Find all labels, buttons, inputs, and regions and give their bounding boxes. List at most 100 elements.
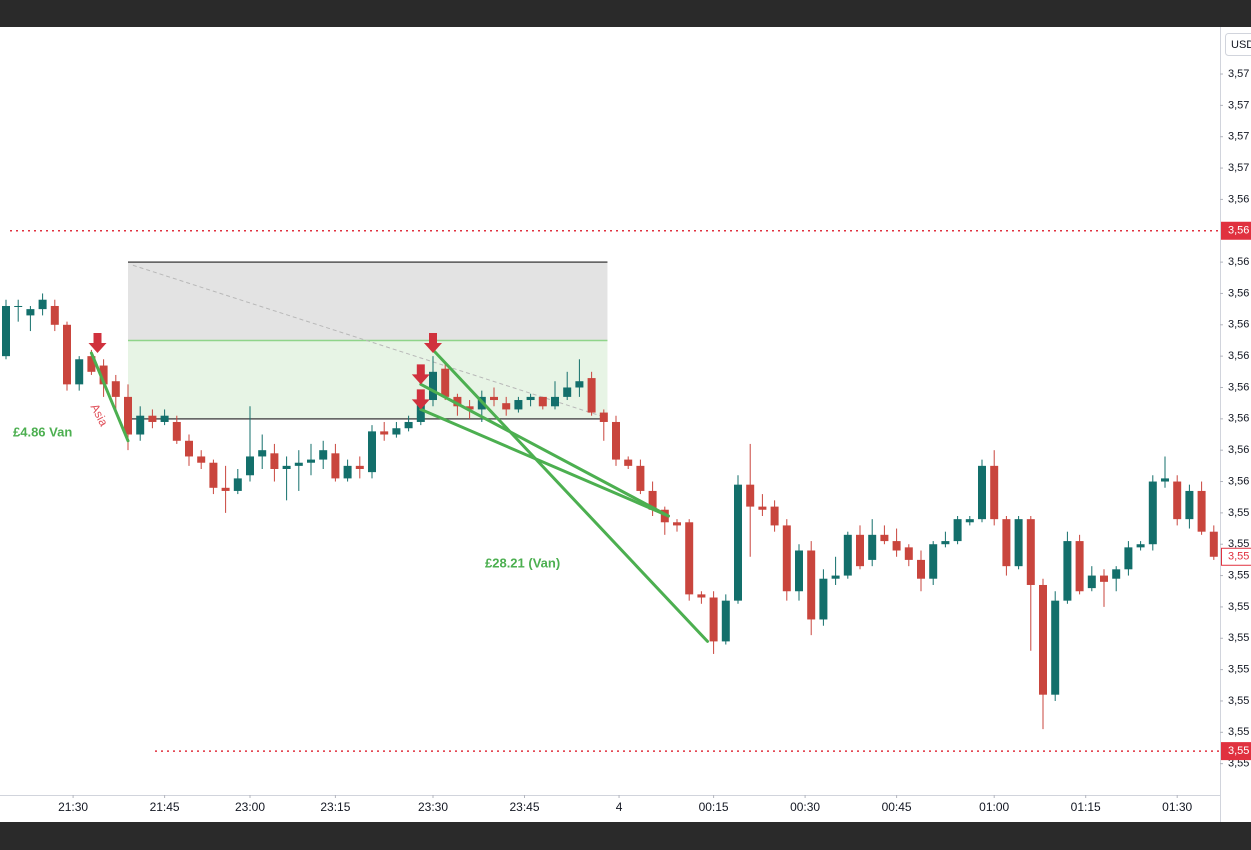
- candle-body: [648, 490, 657, 510]
- candle-body: [673, 522, 681, 526]
- candle-body: [782, 525, 791, 592]
- candle-body: [87, 356, 96, 372]
- candle-body: [1039, 584, 1047, 695]
- candle-body: [868, 534, 877, 560]
- y-tick-label: 3,55: [1228, 758, 1249, 770]
- candle-body: [490, 396, 498, 401]
- candle-body: [233, 478, 242, 491]
- candle-body: [282, 465, 291, 469]
- candle-body: [526, 396, 535, 401]
- candle-body: [1148, 481, 1157, 545]
- candle-body: [63, 324, 71, 385]
- candle-body: [990, 465, 999, 520]
- candle-body: [148, 415, 157, 422]
- y-tick-label: 3,56: [1228, 193, 1249, 205]
- y-tick-label: 3,57: [1228, 68, 1249, 80]
- entry-arrow: [411, 389, 430, 410]
- candle-body: [1087, 575, 1096, 589]
- y-tick-label: 3,55: [1228, 726, 1249, 738]
- candle-body: [1026, 519, 1035, 585]
- trade-line: [419, 407, 670, 518]
- y-tick-label: 3,56: [1228, 444, 1249, 456]
- x-tick-label: 00:30: [790, 800, 820, 814]
- candle-body: [636, 465, 645, 491]
- candle-body: [50, 305, 59, 325]
- x-tick-label: 23:45: [509, 800, 539, 814]
- candle-body: [99, 365, 108, 385]
- candle-body: [429, 371, 437, 401]
- candle-body: [2, 305, 10, 357]
- candle-body: [14, 305, 23, 307]
- x-tick-label: 4: [616, 800, 623, 814]
- x-tick-label: 00:15: [699, 800, 729, 814]
- x-tick-label: 01:00: [979, 800, 1009, 814]
- level-label: 3,56: [1228, 225, 1249, 237]
- candle-body: [770, 506, 779, 526]
- candle-body: [380, 431, 389, 435]
- y-tick-label: 3,56: [1228, 350, 1249, 362]
- x-tick-label: 21:30: [58, 800, 88, 814]
- candle-body: [404, 421, 413, 429]
- trade-label: £4.86 Van: [13, 424, 72, 439]
- candle-body: [453, 396, 462, 407]
- candle-body: [978, 465, 986, 520]
- candle-body: [575, 381, 584, 388]
- candle-body: [941, 541, 950, 545]
- candle-body: [307, 459, 315, 463]
- candle-body: [843, 534, 852, 576]
- candle-body: [1161, 478, 1169, 482]
- candle-body: [892, 541, 901, 551]
- candle-body: [331, 453, 340, 479]
- candle-body: [599, 412, 608, 422]
- y-tick-label: 3,56: [1228, 319, 1249, 331]
- currency: USD: [1231, 39, 1251, 51]
- x-tick-label: 23:00: [235, 800, 265, 814]
- candle-body: [1002, 519, 1011, 567]
- y-tick-label: 3,55: [1228, 664, 1249, 676]
- y-tick-label: 3,55: [1228, 569, 1249, 581]
- candle-body: [1197, 490, 1206, 532]
- candle-body: [270, 453, 279, 469]
- top-bar: [0, 0, 1251, 27]
- currency-box[interactable]: [1225, 33, 1251, 56]
- candle-body: [172, 421, 181, 441]
- candle-body: [465, 406, 474, 410]
- bottom-bar: [0, 822, 1251, 850]
- candle-body: [1173, 481, 1182, 520]
- candle-body: [38, 299, 47, 310]
- zone-stop: [128, 262, 608, 341]
- candle-body: [1112, 569, 1121, 579]
- x-tick-label: 23:30: [418, 800, 448, 814]
- trade-label: £28.21 (Van): [485, 555, 560, 570]
- candle-body: [953, 519, 962, 542]
- candle-body: [904, 547, 913, 560]
- y-tick-label: 3,55: [1228, 538, 1249, 550]
- trade-line: [89, 351, 130, 443]
- level-label: 3,55: [1228, 745, 1249, 757]
- candle-body: [795, 550, 803, 592]
- candle-body: [685, 522, 694, 595]
- candle-body: [563, 387, 572, 397]
- candle-body: [441, 368, 450, 397]
- candle-body: [612, 421, 620, 460]
- entry-arrow: [88, 333, 107, 354]
- last-price-label: 3,55: [1228, 551, 1249, 563]
- candle-body: [197, 456, 206, 463]
- candle-body: [965, 519, 974, 523]
- candle-body: [551, 396, 559, 407]
- candle-body: [758, 506, 767, 510]
- candle-body: [1063, 541, 1072, 601]
- candle-body: [1014, 519, 1023, 567]
- trade-line: [431, 348, 709, 643]
- candle-body: [807, 550, 816, 620]
- y-tick-label: 3,56: [1228, 413, 1249, 425]
- candle-body: [355, 465, 364, 469]
- y-tick-label: 3,55: [1228, 507, 1249, 519]
- candle-body: [136, 415, 145, 435]
- y-tick-label: 3,56: [1228, 475, 1249, 487]
- candle-body: [26, 309, 35, 316]
- candle-body: [514, 400, 523, 410]
- candle-body: [160, 415, 169, 422]
